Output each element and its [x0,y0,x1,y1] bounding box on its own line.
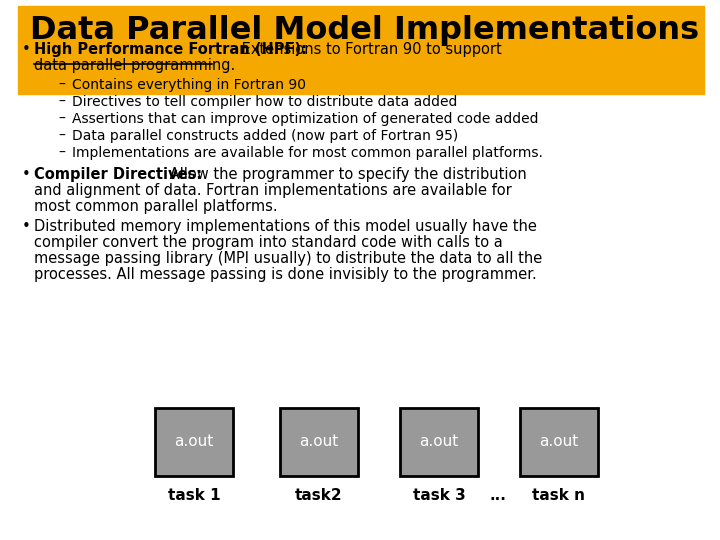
Text: –: – [58,146,65,160]
Text: Data parallel constructs added (now part of Fortran 95): Data parallel constructs added (now part… [72,129,458,143]
Bar [18,6,704,94]
Bar [155,408,233,476]
Text: data parallel programming.: data parallel programming. [34,58,235,73]
Text: •: • [22,219,31,234]
Text: –: – [58,112,65,126]
Text: a.out: a.out [174,435,214,449]
Bar [400,408,478,476]
Text: a.out: a.out [419,435,459,449]
Text: and alignment of data. Fortran implementations are available for: and alignment of data. Fortran implement… [34,183,512,198]
Text: Directives to tell compiler how to distribute data added: Directives to tell compiler how to distr… [72,95,457,109]
Text: Contains everything in Fortran 90: Contains everything in Fortran 90 [72,78,306,92]
Text: Implementations are available for most common parallel platforms.: Implementations are available for most c… [72,146,543,160]
Text: •: • [22,42,31,57]
Text: a.out: a.out [300,435,338,449]
Text: message passing library (MPI usually) to distribute the data to all the: message passing library (MPI usually) to… [34,251,542,266]
Text: task n: task n [533,488,585,503]
Text: ...: ... [490,488,506,503]
Text: –: – [58,95,65,109]
Text: –: – [58,78,65,92]
Text: task 3: task 3 [413,488,465,503]
Text: task 1: task 1 [168,488,220,503]
Text: Allow the programmer to specify the distribution: Allow the programmer to specify the dist… [165,167,527,182]
Text: task2: task2 [295,488,343,503]
Text: Data Parallel Model Implementations: Data Parallel Model Implementations [30,15,699,46]
Text: –: – [58,129,65,143]
Text: Compiler Directives:: Compiler Directives: [34,167,202,182]
Text: processes. All message passing is done invisibly to the programmer.: processes. All message passing is done i… [34,267,536,282]
Text: a.out: a.out [539,435,579,449]
Text: Assertions that can improve optimization of generated code added: Assertions that can improve optimization… [72,112,539,126]
Text: Distributed memory implementations of this model usually have the: Distributed memory implementations of th… [34,219,537,234]
Text: •: • [22,167,31,182]
Text: compiler convert the program into standard code with calls to a: compiler convert the program into standa… [34,235,503,250]
Text: Extensions to Fortran 90 to support: Extensions to Fortran 90 to support [237,42,502,57]
Bar [520,408,598,476]
Bar [280,408,358,476]
Text: most common parallel platforms.: most common parallel platforms. [34,199,278,214]
Text: High Performance Fortran (HPF):: High Performance Fortran (HPF): [34,42,307,57]
